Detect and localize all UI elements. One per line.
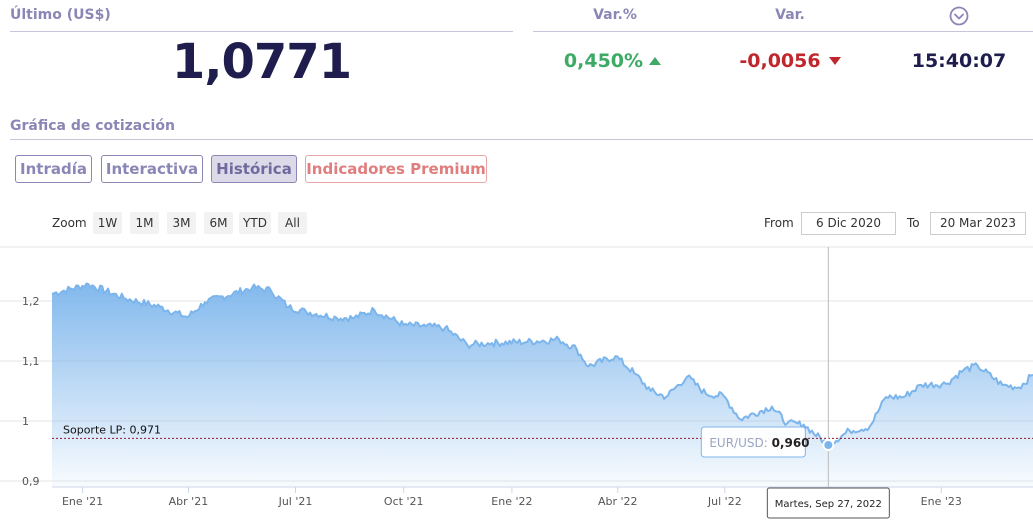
axis-layer: 0,9 1 1,1 1,2 Ene '21 Abr '21 Jul '21 Oct '21 En… — [22, 295, 1033, 508]
down-arrow-icon — [828, 57, 841, 65]
x-tick-label: Ene '23 — [921, 495, 962, 508]
var-label: Var. — [775, 7, 805, 23]
tab-indicadores-premium[interactable]: Indicadores Premium — [305, 155, 487, 183]
tooltip-layer: EUR/USD: 0,960 Martes, Sep 27, 2022 — [700, 247, 890, 519]
y-tick-label: 1 — [22, 415, 29, 428]
zoom-label: Zoom — [52, 216, 87, 230]
last-update-time: 15:40:07 — [911, 50, 1007, 72]
y-tick-label: 0,9 — [22, 475, 40, 488]
hover-point-marker — [822, 439, 835, 451]
last-price-value: 1,0771 — [171, 34, 352, 90]
support-line-label: Soporte LP: 0,971 — [63, 423, 161, 436]
series-line — [51, 282, 1033, 449]
support-layer: Soporte LP: 0,971 — [52, 423, 1033, 439]
x-tick-label: Jul '22 — [707, 495, 742, 508]
y-tick-label: 1,2 — [22, 295, 40, 308]
series-area — [52, 283, 1033, 487]
header-divider-left — [10, 31, 513, 32]
var-pct-value: 0,450% — [563, 50, 644, 72]
series-area-layer — [51, 282, 1033, 487]
zoom-3m-button[interactable]: 3M — [167, 212, 196, 234]
section-title: Gráfica de cotización — [10, 118, 175, 134]
zoom-6m-button[interactable]: 6M — [204, 212, 233, 234]
up-arrow-icon — [649, 57, 662, 65]
zoom-1m-button[interactable]: 1M — [130, 212, 159, 234]
var-pct-label: Var.% — [593, 7, 637, 23]
last-price-label: Último (US$) — [10, 7, 111, 23]
series-tooltip-name: EUR/USD: — [709, 436, 771, 450]
date-tooltip-box — [766, 487, 890, 519]
zoom-all-button[interactable]: All — [278, 212, 307, 234]
zoom-ytd-button[interactable]: YTD — [239, 212, 271, 234]
header-divider-right — [533, 31, 1033, 32]
chevron-down-circle-icon[interactable] — [949, 6, 969, 26]
x-tick-label: Abr '22 — [598, 495, 638, 508]
series-tooltip-box — [700, 426, 806, 458]
y-tick-label: 1,1 — [22, 355, 40, 368]
from-date-input[interactable]: 6 Dic 2020 — [801, 212, 896, 235]
tab-intradia[interactable]: Intradía — [15, 155, 92, 183]
tab-historica[interactable]: Histórica — [211, 155, 297, 183]
x-tick-label: Ene '21 — [62, 495, 103, 508]
tab-interactiva[interactable]: Interactiva — [101, 155, 203, 183]
x-tick-label: Abr '21 — [169, 495, 209, 508]
from-label: From — [764, 216, 794, 230]
price-history-chart[interactable]: Soporte LP: 0,971 0,9 1 1,1 1,2 Ene '21 Abr '… — [0, 240, 1033, 528]
x-tick-label: Ene '22 — [491, 495, 532, 508]
series-tooltip-text: EUR/USD: 0,960 — [709, 436, 809, 450]
var-value: -0,0056 — [739, 50, 821, 72]
var-pct-value-container: 0,450% — [555, 50, 670, 72]
zoom-1w-button[interactable]: 1W — [93, 212, 122, 234]
var-value-container: -0,0056 — [728, 50, 852, 72]
section-divider — [10, 139, 1033, 140]
series-tooltip-value: 0,960 — [772, 436, 810, 450]
date-tooltip-text: Martes, Sep 27, 2022 — [775, 499, 882, 510]
x-tick-label: Jul '21 — [278, 495, 313, 508]
x-tick-label: Oct '21 — [384, 495, 424, 508]
to-date-input[interactable]: 20 Mar 2023 — [930, 212, 1026, 235]
to-label: To — [907, 216, 920, 230]
